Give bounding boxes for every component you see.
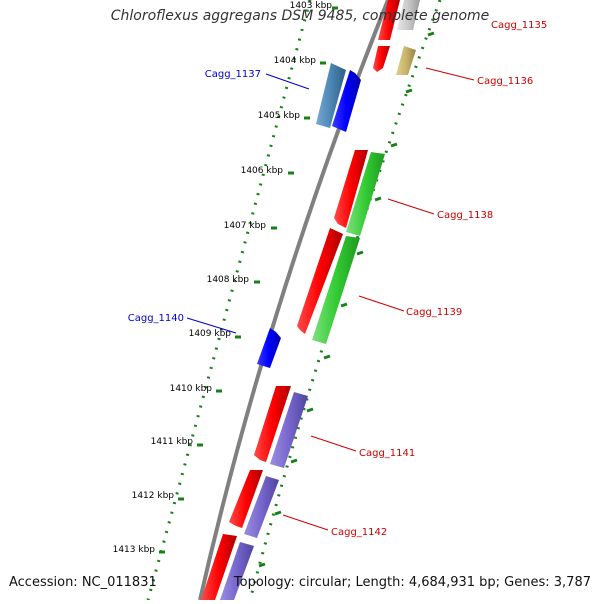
inner-tick: [290, 458, 298, 464]
ruler-ticks: 1403 kbp 1404 kbp 1405 kbp 1406 kbp 1407…: [113, 1, 338, 555]
ruler-dotted-line: [146, 0, 312, 601]
ruler-tick-label: 1404 kbp: [274, 56, 317, 66]
ruler-tick-label: 1407 kbp: [224, 221, 267, 231]
gene-feature-cagg-1137[interactable]: [332, 70, 361, 132]
ruler-tick-label: 1409 kbp: [189, 329, 232, 339]
ruler-tick-label: 1405 kbp: [258, 111, 301, 121]
inner-tick: [427, 31, 435, 37]
leader-line-cagg-1136: [425, 67, 475, 81]
gene-feature-cagg-1139[interactable]: [312, 236, 360, 344]
inner-tick: [405, 88, 413, 94]
gene-feature-bottom-purple[interactable]: [220, 542, 254, 600]
inner-tick: [258, 562, 266, 568]
gene-feature-grey[interactable]: [397, 0, 420, 30]
gene-label-cagg-1138[interactable]: Cagg_1138: [437, 210, 493, 221]
gene-feature-cagg-1142-red[interactable]: [229, 470, 263, 528]
gene-feature-cagg-1138[interactable]: [346, 152, 385, 236]
gene-feature-cagg-1140[interactable]: [257, 328, 281, 368]
ruler-tick-label: 1410 kbp: [170, 384, 213, 394]
inner-tick: [306, 407, 314, 413]
cds-track-second: [220, 0, 420, 600]
label-leader-lines: [186, 67, 475, 531]
leader-line-cagg-1137: [265, 73, 310, 90]
inner-tick: [274, 510, 282, 516]
gene-feature-cagg-1141-red[interactable]: [254, 386, 291, 462]
gene-feature-cagg-1136[interactable]: [396, 46, 416, 75]
leader-line-cagg-1139: [358, 295, 405, 312]
gene-label-cagg-1136[interactable]: Cagg_1136: [477, 76, 533, 87]
inner-tick: [323, 354, 331, 360]
accession-text: Accession: NC_011831: [9, 575, 157, 590]
ruler-tick-label: 1411 kbp: [151, 437, 194, 447]
leader-line-cagg-1138: [387, 198, 435, 215]
ruler-tick-label: 1413 kbp: [113, 545, 156, 555]
cds-track-forward: [201, 0, 400, 600]
gene-feature-cagg-1136-red[interactable]: [373, 46, 390, 72]
gene-labels: Cagg_1135 Cagg_1136 Cagg_1137 Cagg_1138 …: [128, 20, 548, 538]
leader-line-cagg-1142: [282, 514, 329, 531]
inner-tick: [390, 142, 398, 148]
inner-ticks: [258, 31, 435, 568]
inner-tick: [374, 196, 382, 202]
ruler-tick-label: 1406 kbp: [241, 166, 284, 176]
gene-label-cagg-1137[interactable]: Cagg_1137: [205, 69, 261, 80]
ruler-tick-label: 1412 kbp: [132, 491, 175, 501]
gene-feature-cagg-1142[interactable]: [244, 476, 279, 538]
gene-label-cagg-1140[interactable]: Cagg_1140: [128, 313, 184, 324]
gene-feature-cagg-1138-red[interactable]: [334, 150, 368, 228]
leader-line-cagg-1141: [310, 435, 357, 452]
ruler-tick-label: 1408 kbp: [207, 275, 250, 285]
genome-summary: Topology: circular; Length: 4,684,931 bp…: [233, 575, 591, 590]
leader-line-cagg-1140: [186, 317, 237, 334]
gene-feature-cagg-1137-steel[interactable]: [316, 63, 346, 128]
gene-label-cagg-1141[interactable]: Cagg_1141: [359, 448, 415, 459]
gene-label-cagg-1142[interactable]: Cagg_1142: [331, 527, 387, 538]
map-title: Chloroflexus aggregans DSM 9485, complet…: [110, 8, 490, 24]
gene-label-cagg-1135[interactable]: Cagg_1135: [491, 20, 547, 31]
gene-label-cagg-1139[interactable]: Cagg_1139: [406, 307, 462, 318]
gene-feature-cagg-1135[interactable]: [378, 0, 400, 40]
inner-dotted-line: [248, 0, 442, 601]
inner-tick: [356, 250, 364, 256]
gene-feature-cagg-1141[interactable]: [270, 392, 308, 468]
gene-feature-bottom-red[interactable]: [201, 534, 237, 600]
ruler-tick-label: 1403 kbp: [290, 1, 333, 11]
inner-tick: [340, 302, 348, 308]
gene-feature-cagg-1139-red[interactable]: [297, 228, 343, 334]
